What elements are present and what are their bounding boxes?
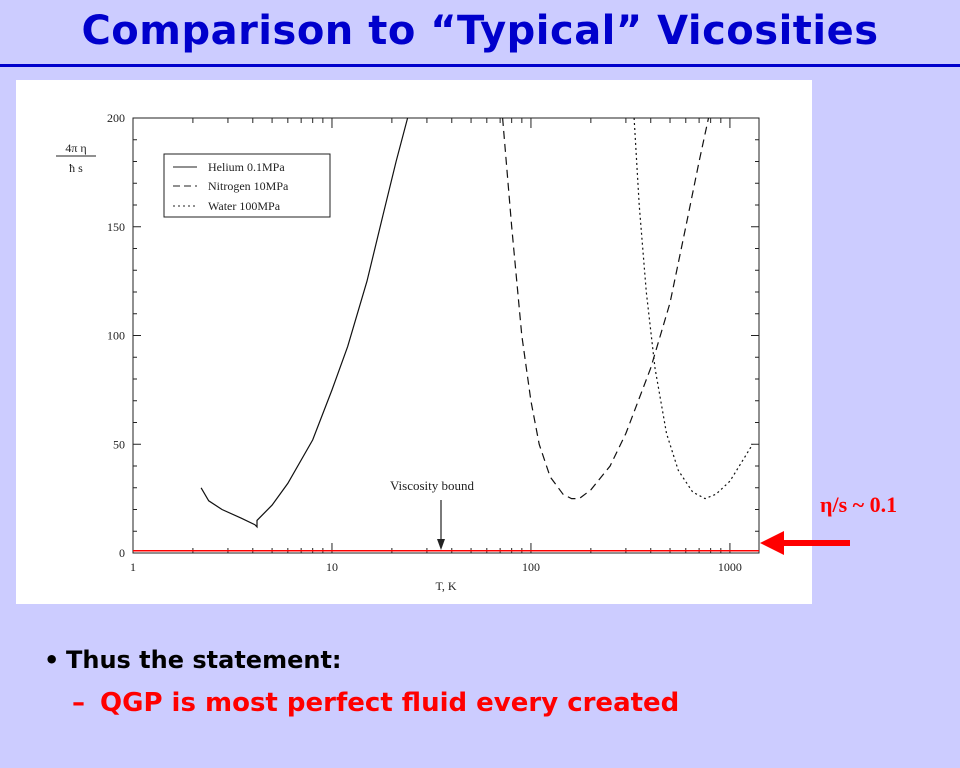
y-tick-label: 100 (107, 329, 125, 343)
viscosity-bound-annotation: Viscosity bound (390, 478, 475, 550)
y-tick-label: 50 (113, 437, 125, 451)
title-divider (0, 64, 960, 67)
viscosity-chart: 0 50 100 150 200 1 10 100 1000 Helium 0.1MPa Nit… (56, 111, 760, 593)
slide-title: Comparison to “Typical” Vicosities (81, 8, 879, 54)
y-axis-label-numerator: 4π η (65, 141, 86, 155)
annotation-viscosity-bound: Viscosity bound (390, 478, 475, 493)
series-line-helium-0-1mpa (200, 117, 409, 529)
y-tick-label: 200 (107, 111, 125, 125)
x-tick-label: 100 (522, 560, 540, 574)
legend-label-helium: Helium 0.1MPa (208, 160, 285, 174)
x-tick-label: 1 (130, 560, 136, 574)
sub-bullet-item: – QGP is most perfect fluid every created (72, 688, 679, 718)
y-axis-label: 4π η ħ s (56, 141, 96, 175)
eta-over-s-label: η/s ~ 0.1 (820, 492, 898, 517)
series-line-nitrogen-10mpa (502, 117, 710, 500)
bullet-text: Thus the statement: (66, 646, 342, 674)
red-arrow-icon (760, 531, 850, 555)
sub-bullet-text: QGP is most perfect fluid every created (100, 688, 680, 718)
x-tick-label: 1000 (718, 560, 742, 574)
legend-box (163, 153, 331, 218)
bullet-marker: • (44, 646, 60, 674)
chart-legend: Helium 0.1MPa Nitrogen 10MPa Water 100MP… (163, 153, 331, 218)
chart-panel: 0 50 100 150 200 1 10 100 1000 Helium 0.1MPa Nit… (16, 80, 812, 604)
annotation-arrow-head (437, 539, 445, 550)
legend-label-nitrogen: Nitrogen 10MPa (208, 179, 289, 193)
sub-bullet-marker: – (72, 688, 85, 718)
y-axis-label-denominator: ħ s (69, 161, 83, 175)
legend-label-water: Water 100MPa (208, 199, 281, 213)
bullet-list: • Thus the statement: – QGP is most perfec… (44, 646, 679, 718)
x-axis-label: T, K (435, 579, 456, 593)
bullet-item: • Thus the statement: (44, 646, 679, 674)
series-line-water-100mpa (633, 117, 754, 500)
x-tick-label: 10 (326, 560, 338, 574)
data-curves (133, 117, 759, 552)
y-tick-label: 0 (119, 546, 125, 560)
y-tick-label: 150 (107, 220, 125, 234)
